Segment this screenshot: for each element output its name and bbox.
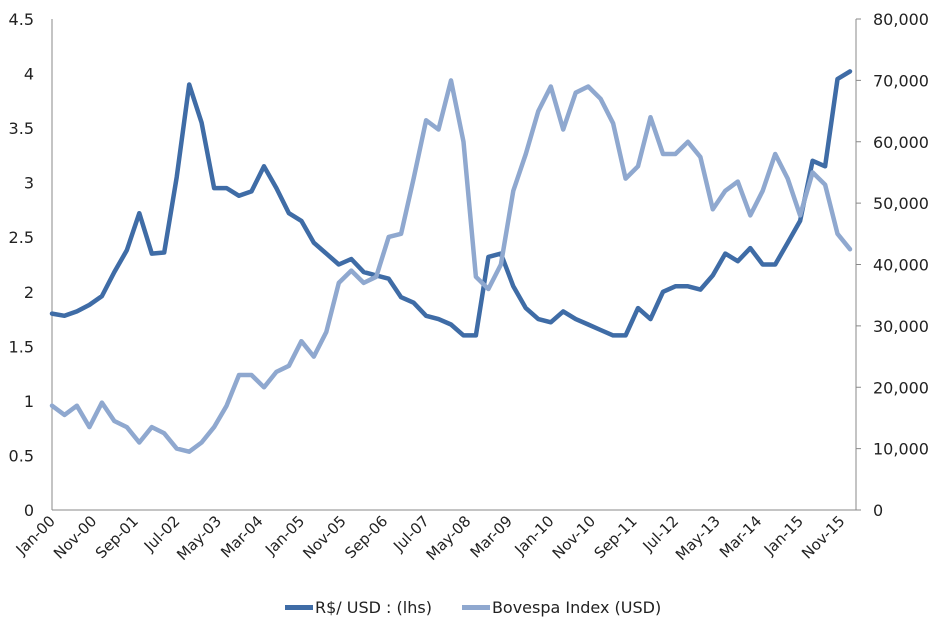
- y-right-tick-label: 10,000: [873, 440, 929, 459]
- y-right-tick-label: 20,000: [873, 378, 929, 397]
- y-left-tick-label: 0: [24, 501, 34, 520]
- y-left-tick-label: 4.5: [9, 10, 34, 29]
- x-tick-label: Nov-10: [549, 512, 599, 562]
- tick-labels: 0 0.5 1 1.5 2 2.5 3 3.5 4 4.5 0 10,000 20,000 30,000 4…: [9, 10, 929, 564]
- x-tick-label: Nov-00: [50, 512, 100, 562]
- y-left-tick-label: 2.5: [9, 228, 34, 247]
- legend-swatch-bovespa: [461, 605, 490, 610]
- x-tick-label: Mar-14: [716, 512, 765, 561]
- x-tick-label: May-08: [423, 512, 475, 564]
- legend-item-bovespa: Bovespa Index (USD): [461, 598, 662, 617]
- legend: R$/ USD : (lhs) Bovespa Index (USD): [285, 598, 691, 617]
- y-right-tick-label: 40,000: [873, 256, 929, 275]
- series-line-bovespa: [49, 78, 853, 454]
- y-left-tick-label: 1.5: [9, 337, 34, 356]
- x-tick-label: May-13: [672, 512, 724, 564]
- y-left-tick-label: 4: [24, 65, 34, 84]
- x-tick-label: Nov-05: [299, 512, 349, 562]
- x-tick-label: May-03: [173, 512, 225, 564]
- x-tick-label: Nov-15: [798, 512, 848, 562]
- x-tick-label: Sep-06: [341, 512, 391, 562]
- series-line-brl-usd: [49, 69, 853, 338]
- legend-swatch-brl-usd: [285, 605, 313, 610]
- x-tick-label: Mar-04: [217, 512, 266, 561]
- y-right-tick-label: 50,000: [873, 194, 929, 213]
- legend-label-brl-usd: R$/ USD : (lhs): [315, 598, 432, 617]
- y-right-tick-label: 30,000: [873, 317, 929, 336]
- y-right-tick-label: 80,000: [873, 10, 929, 29]
- y-left-tick-label: 1: [24, 392, 34, 411]
- y-left-tick-label: 2: [24, 283, 34, 302]
- y-right-tick-label: 60,000: [873, 133, 929, 152]
- axes: [51, 18, 861, 511]
- legend-label-bovespa: Bovespa Index (USD): [491, 598, 662, 617]
- y-left-tick-label: 3.5: [9, 119, 34, 138]
- y-right-tick-label: 0: [873, 501, 883, 520]
- x-tick-label: Mar-09: [467, 512, 516, 561]
- y-right-tick-label: 70,000: [873, 71, 929, 90]
- y-left-tick-label: 3: [24, 174, 34, 193]
- x-tick-label: Sep-01: [92, 512, 142, 562]
- x-tick-label: Sep-11: [591, 512, 641, 562]
- y-left-tick-label: 0.5: [9, 446, 34, 465]
- series-lines: [49, 69, 853, 454]
- legend-item-brl-usd: R$/ USD : (lhs): [285, 598, 432, 617]
